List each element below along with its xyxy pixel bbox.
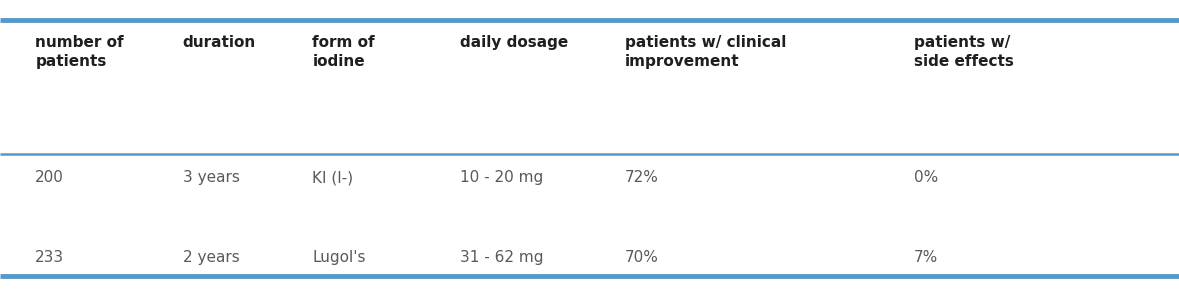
Text: 233: 233 — [35, 250, 65, 265]
Text: 0%: 0% — [914, 170, 938, 185]
Text: 200: 200 — [35, 170, 64, 185]
Text: 2 years: 2 years — [183, 250, 239, 265]
Text: 10 - 20 mg: 10 - 20 mg — [460, 170, 544, 185]
Text: 70%: 70% — [625, 250, 659, 265]
Text: 72%: 72% — [625, 170, 659, 185]
Text: patients w/
side effects: patients w/ side effects — [914, 35, 1014, 68]
Text: patients w/ clinical
improvement: patients w/ clinical improvement — [625, 35, 786, 68]
Text: 3 years: 3 years — [183, 170, 239, 185]
Text: number of
patients: number of patients — [35, 35, 124, 68]
Text: daily dosage: daily dosage — [460, 35, 568, 50]
Text: Lugol's: Lugol's — [312, 250, 365, 265]
Text: form of
iodine: form of iodine — [312, 35, 375, 68]
Text: duration: duration — [183, 35, 256, 50]
Text: 31 - 62 mg: 31 - 62 mg — [460, 250, 544, 265]
Text: 7%: 7% — [914, 250, 938, 265]
Text: KI (I-): KI (I-) — [312, 170, 354, 185]
